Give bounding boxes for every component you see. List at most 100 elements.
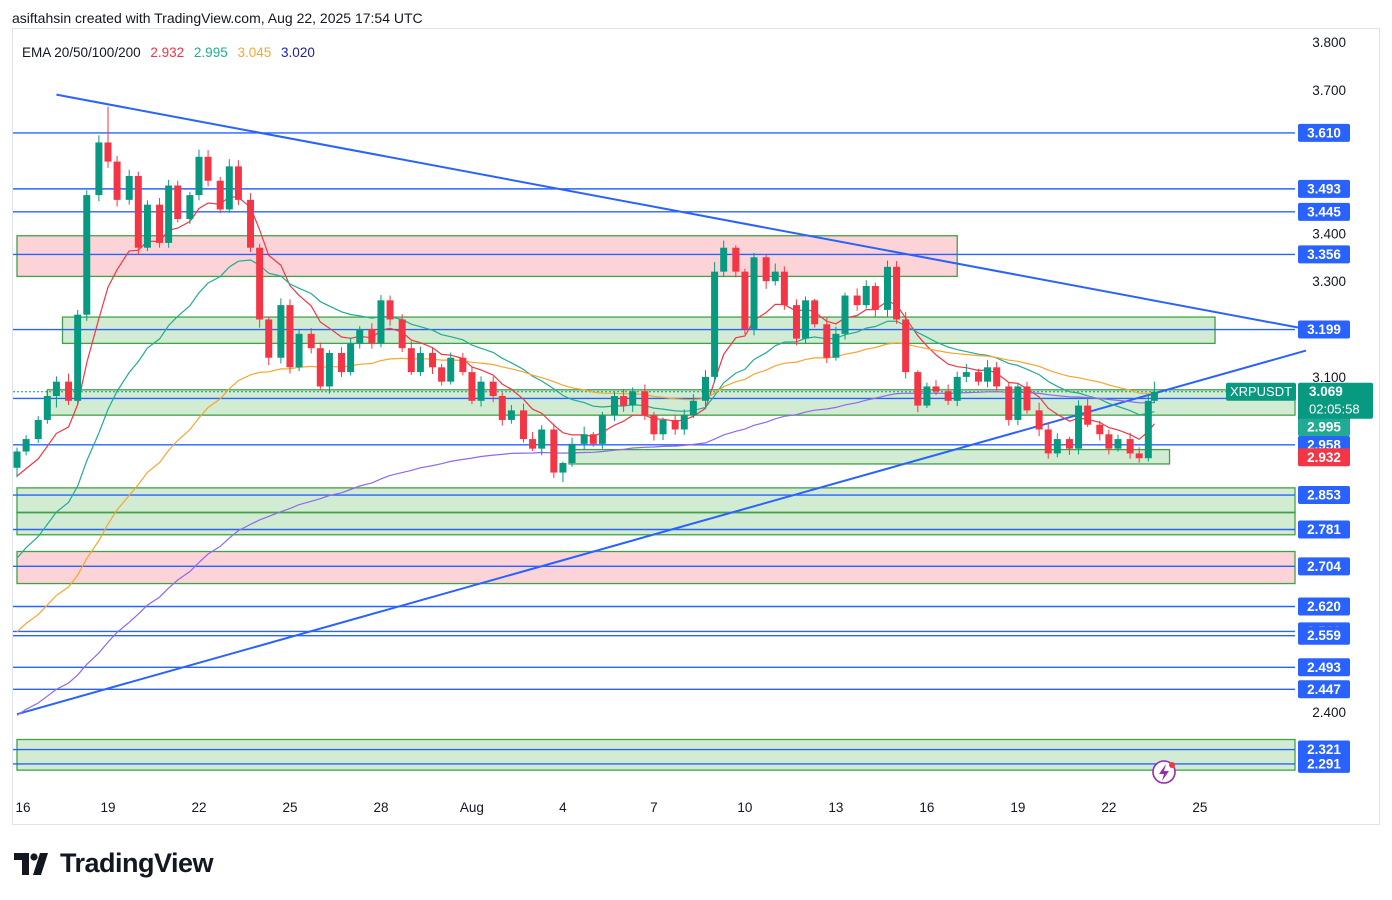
candle-body — [265, 319, 273, 358]
candle-body — [598, 415, 606, 444]
candle-body — [932, 386, 940, 392]
x-tick-label: 16 — [919, 800, 934, 815]
bearish-candle — [871, 282, 879, 318]
bearish-candle — [489, 376, 497, 403]
bearish-candle — [902, 311, 910, 379]
candle-body — [368, 329, 376, 344]
candle-body — [944, 391, 952, 401]
candle-body — [629, 391, 637, 406]
alert-icon[interactable] — [1152, 760, 1176, 784]
price-label-text: 2.932 — [1307, 450, 1341, 465]
candle-body — [95, 142, 103, 196]
candle-body — [771, 271, 779, 282]
bearish-candle — [671, 414, 679, 435]
bearish-candle — [368, 323, 376, 349]
bullish-candle — [862, 280, 870, 309]
candle-body — [1105, 434, 1113, 449]
candle-body — [143, 204, 151, 248]
y-tick-label: 3.800 — [1312, 35, 1346, 50]
bearish-candle — [1105, 429, 1113, 455]
resistance-zone — [16, 235, 958, 278]
candle-body — [580, 434, 588, 444]
bullish-candle — [95, 135, 103, 202]
candle-body — [550, 429, 558, 473]
candle-body — [186, 195, 194, 220]
bearish-candle — [1023, 381, 1031, 414]
candle-body — [993, 367, 1001, 387]
bullish-candle — [611, 391, 619, 421]
price-label-bg — [1298, 754, 1350, 773]
current-price-badge: 3.069 02:05:58 — [1298, 382, 1373, 419]
candles-layer — [13, 106, 1158, 483]
bullish-candle — [701, 370, 709, 408]
x-tick-label: 13 — [828, 800, 843, 815]
bullish-candle — [416, 346, 424, 376]
bullish-candle — [52, 376, 60, 408]
candle-body — [277, 305, 285, 358]
bearish-candle — [407, 341, 415, 375]
level-price-label: 2.291 — [1298, 754, 1350, 773]
bearish-candle — [974, 368, 982, 386]
ascending-support-trendline — [16, 349, 1307, 716]
chart-attribution: asiftahsin created with TradingView.com,… — [12, 10, 423, 26]
candle-body — [407, 348, 415, 373]
candle-body — [1126, 439, 1134, 454]
candle-body — [356, 329, 364, 344]
bullish-candle — [953, 371, 961, 407]
bearish-candle — [316, 342, 324, 390]
ema-layer — [16, 196, 1155, 716]
candle-body — [477, 381, 485, 401]
price-label-text: 2.620 — [1307, 599, 1341, 614]
bearish-candle — [993, 362, 1001, 391]
candle-body — [962, 372, 970, 377]
candle-body — [1096, 424, 1104, 435]
bearish-candle — [104, 106, 112, 168]
candle-body — [498, 396, 506, 420]
x-tick-label: 25 — [1192, 800, 1207, 815]
current-price-text: 3.069 — [1309, 384, 1343, 399]
bearish-candle — [386, 295, 394, 326]
bearish-candle — [1084, 398, 1092, 428]
level-price-label: 2.321 — [1298, 740, 1350, 759]
candle-body — [489, 381, 497, 397]
bullish-candle — [1144, 396, 1152, 462]
candle-body — [416, 352, 424, 373]
ema100-value: 3.045 — [237, 45, 272, 60]
bullish-candle — [1053, 433, 1061, 458]
x-tick-label: 7 — [650, 800, 658, 815]
bullish-candle — [165, 179, 173, 248]
candle-body — [923, 386, 931, 406]
bullish-candle — [447, 352, 455, 385]
bullish-candle — [125, 169, 133, 205]
candle-body — [720, 247, 728, 272]
ema-legend[interactable]: EMA 20/50/100/200 2.932 2.995 3.045 3.02… — [22, 45, 321, 60]
bullish-candle — [507, 405, 515, 424]
bullish-candle — [659, 417, 667, 441]
bearish-candle — [429, 347, 437, 375]
x-tick-label: 28 — [373, 800, 388, 815]
price-label-text: 3.493 — [1307, 181, 1341, 196]
bearish-candle — [1044, 422, 1052, 459]
bearish-candle — [893, 261, 901, 324]
price-label-bg — [1298, 448, 1350, 467]
price-label-bg — [1298, 179, 1350, 198]
candle-body — [1144, 400, 1152, 459]
level-price-label: 2.493 — [1298, 658, 1350, 677]
candle-body — [711, 271, 719, 377]
candle-body — [134, 175, 142, 248]
bullish-candle — [841, 292, 849, 340]
tradingview-logo[interactable]: TradingView — [14, 848, 214, 879]
candle-body — [568, 443, 576, 463]
candle-body — [65, 381, 73, 401]
bullish-candle — [1075, 400, 1083, 455]
candle-body — [204, 156, 212, 181]
candle-body — [641, 391, 649, 416]
countdown-text: 02:05:58 — [1309, 402, 1360, 417]
bullish-candle — [1150, 381, 1158, 404]
bearish-candle — [156, 197, 164, 248]
ema200-value: 3.020 — [281, 45, 315, 60]
level-price-label: 3.610 — [1298, 123, 1350, 142]
price-label-text: 3.445 — [1307, 204, 1341, 219]
candle-body — [953, 376, 961, 401]
